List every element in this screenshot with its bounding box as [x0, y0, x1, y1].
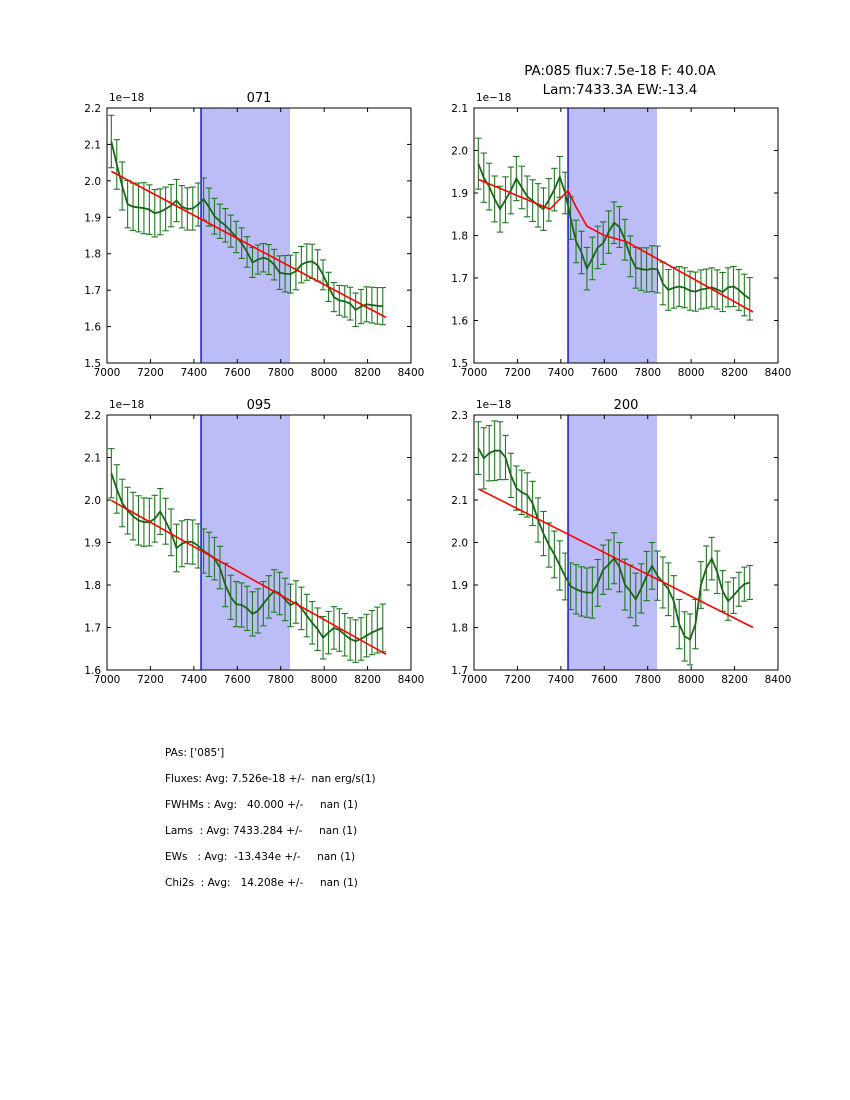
y-tick-label: 1.5 — [451, 358, 468, 370]
y-tick-label: 1.6 — [84, 322, 101, 334]
x-tick-label: 8200 — [354, 367, 381, 379]
figure-suptitle: PA:085 flux:7.5e-18 F: 40.0A Lam:7433.3A… — [524, 63, 716, 98]
y-tick-label: 2.2 — [84, 410, 101, 422]
x-tick-label: 8000 — [678, 367, 705, 379]
plot-panel-200: 1e−18 200 7000 7200 7400 7600 7800 8000 8200 84… — [451, 398, 791, 686]
y-tick-label: 1.9 — [451, 188, 468, 200]
x-tick-label: 7000 — [461, 367, 488, 379]
y-offset-text-top-right: 1e−18 — [476, 92, 512, 104]
panel-title-095: 095 — [246, 398, 272, 413]
y-tick-label: 2.1 — [84, 139, 101, 151]
y-offset-text-200: 1e−18 — [476, 399, 512, 411]
y-tick-label: 2.2 — [84, 103, 101, 115]
x-tick-label: 8400 — [398, 674, 425, 686]
y-tick-label: 1.8 — [84, 249, 101, 261]
y-tick-label: 2.0 — [451, 146, 468, 158]
y-tick-label: 1.9 — [84, 538, 101, 550]
axes-frame — [106, 107, 412, 364]
y-tick-label: 1.9 — [451, 580, 468, 592]
x-tick-label: 7600 — [224, 674, 251, 686]
x-tick-label: 8400 — [398, 367, 425, 379]
x-tick-label: 7200 — [504, 367, 531, 379]
x-tick-label: 8200 — [721, 367, 748, 379]
x-tick-label: 7000 — [94, 674, 121, 686]
x-tick-label: 7200 — [137, 674, 164, 686]
summary-line-lams: Lams : Avg: 7433.284 +/- nan (1) — [165, 825, 358, 837]
y-tick-label: 2.1 — [84, 453, 101, 465]
x-tick-label: 7000 — [94, 367, 121, 379]
y-tick-label: 1.7 — [451, 665, 468, 677]
y-tick-label: 2.2 — [451, 453, 468, 465]
x-tick-label: 7400 — [180, 674, 207, 686]
x-tick-label: 8200 — [354, 674, 381, 686]
wavelength-band — [566, 415, 658, 670]
y-tick-label: 2.0 — [451, 538, 468, 550]
x-tick-label: 7200 — [504, 674, 531, 686]
x-tick-label: 7600 — [591, 367, 618, 379]
x-tick-label: 7800 — [267, 674, 294, 686]
continuum-fit-line — [110, 499, 387, 655]
continuum-fit-line — [110, 170, 387, 319]
y-tick-label: 1.6 — [84, 665, 101, 677]
x-tick-label: 8400 — [765, 367, 792, 379]
summary-line-pas: PAs: ['085'] — [165, 747, 225, 759]
y-tick-label: 2.1 — [451, 103, 468, 115]
x-tick-label: 7800 — [267, 367, 294, 379]
summary-text-block: PAs: ['085'] Fluxes: Avg: 7.526e-18 +/- … — [165, 740, 585, 896]
wavelength-band — [566, 108, 658, 363]
x-tick-label: 8000 — [678, 674, 705, 686]
x-tick-label: 7600 — [591, 674, 618, 686]
x-tick-label: 8200 — [721, 674, 748, 686]
summary-line-ews: EWs : Avg: -13.434e +/- nan (1) — [165, 851, 356, 863]
panel-title-200: 200 — [613, 398, 639, 413]
x-tick-label: 7200 — [137, 367, 164, 379]
plot-panel-071: 1e−18 071 7000 7200 7400 7600 7800 8000 8200 84… — [84, 91, 424, 379]
plot-panel-095: 1e−18 095 7000 7200 7400 7600 7800 8000 8200 84… — [84, 398, 424, 686]
y-tick-label: 2.3 — [451, 410, 468, 422]
summary-line-chi2s: Chi2s : Avg: 14.208e +/- nan (1) — [165, 877, 358, 889]
y-tick-label: 2.1 — [451, 495, 468, 507]
panel-title-071: 071 — [246, 91, 272, 106]
x-tick-label: 7400 — [180, 367, 207, 379]
y-offset-text-071: 1e−18 — [109, 92, 145, 104]
spectrum-data-line — [477, 163, 751, 300]
y-tick-label: 1.8 — [451, 231, 468, 243]
y-offset-text-095: 1e−18 — [109, 399, 145, 411]
x-tick-label: 7800 — [634, 674, 661, 686]
y-tick-label: 1.5 — [84, 358, 101, 370]
y-tick-label: 1.8 — [84, 580, 101, 592]
x-tick-label: 7600 — [224, 367, 251, 379]
x-tick-label: 8000 — [311, 367, 338, 379]
continuum-fit-line — [478, 178, 754, 313]
summary-line-fluxes: Fluxes: Avg: 7.526e-18 +/- nan erg/s(1) — [165, 773, 376, 785]
y-tick-label: 1.6 — [451, 316, 468, 328]
y-tick-label: 2.0 — [84, 176, 101, 188]
y-tick-label: 2.0 — [84, 495, 101, 507]
wavelength-band — [199, 415, 291, 670]
spectrum-data-line — [110, 141, 383, 311]
wavelength-band — [199, 108, 291, 363]
y-tick-label: 1.7 — [84, 285, 101, 297]
summary-line-fwhms: FWHMs : Avg: 40.000 +/- nan (1) — [165, 799, 358, 811]
x-tick-label: 7400 — [547, 674, 574, 686]
x-tick-label: 7400 — [547, 367, 574, 379]
y-tick-label: 1.7 — [84, 623, 101, 635]
x-tick-label: 7800 — [634, 367, 661, 379]
plot-panel-top-right: 1e−18 7000 7200 7400 7600 7800 8000 8200 8400 1.… — [451, 92, 791, 379]
spectrum-data-line — [110, 472, 384, 643]
y-tick-label: 1.7 — [451, 273, 468, 285]
continuum-fit-line — [477, 488, 754, 629]
y-tick-label: 1.9 — [84, 212, 101, 224]
x-tick-label: 8400 — [765, 674, 792, 686]
x-tick-label: 8000 — [311, 674, 338, 686]
y-tick-label: 1.8 — [451, 623, 468, 635]
x-tick-label: 7000 — [461, 674, 488, 686]
